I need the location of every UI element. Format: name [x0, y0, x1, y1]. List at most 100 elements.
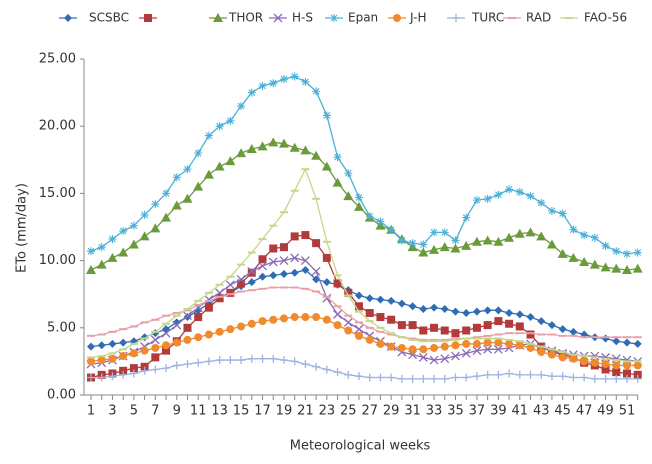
data-point [633, 361, 642, 370]
data-point [430, 343, 439, 352]
data-point [278, 138, 289, 148]
data-point [526, 330, 535, 339]
data-point [601, 360, 610, 369]
series-line [90, 257, 638, 365]
data-point [505, 185, 514, 194]
series-line [90, 75, 638, 255]
data-point [462, 326, 471, 335]
y-axis-title: ETo (mm/day) [15, 183, 30, 273]
data-point [301, 360, 310, 369]
data-point [451, 351, 460, 361]
data-point [601, 365, 610, 374]
data-point [87, 357, 95, 366]
data-point [376, 217, 385, 226]
data-point [580, 231, 589, 240]
data-point [440, 374, 449, 383]
data-point [355, 302, 363, 311]
data-point [483, 321, 492, 330]
data-point [568, 252, 579, 262]
data-point [162, 346, 171, 355]
data-point [612, 247, 621, 256]
data-point [612, 337, 621, 346]
x-tick-label: 35 [447, 404, 464, 419]
data-point [376, 373, 385, 382]
data-point [183, 313, 192, 322]
data-point [301, 313, 310, 322]
data-point [171, 200, 182, 210]
data-point [397, 299, 406, 308]
legend-label: J-H [409, 11, 426, 25]
data-point [558, 372, 567, 381]
x-tick-label: 51 [619, 404, 636, 419]
legend-marker [64, 14, 72, 22]
data-point [461, 348, 471, 358]
data-point [397, 343, 406, 352]
data-point [429, 355, 439, 365]
legend-label: H-S [292, 11, 313, 25]
data-point [97, 356, 106, 365]
data-point [268, 137, 279, 147]
data-point [472, 346, 482, 356]
data-point [172, 338, 181, 347]
series [87, 266, 642, 351]
data-point [140, 362, 149, 371]
data-point [204, 131, 213, 140]
data-point [515, 310, 524, 319]
data-point [505, 369, 514, 378]
data-point [537, 370, 546, 379]
x-tick-label: 19 [276, 404, 293, 419]
data-point [236, 148, 247, 158]
data-point [526, 370, 535, 379]
legend-marker [273, 13, 283, 23]
data-point [430, 374, 439, 383]
data-point [194, 149, 203, 158]
x-tick-label: 31 [404, 404, 421, 419]
data-point [87, 247, 95, 256]
data-point [387, 373, 396, 382]
data-point [430, 303, 439, 312]
data-point [183, 165, 192, 174]
data-point [290, 72, 299, 81]
data-point [161, 328, 171, 338]
data-point [612, 374, 621, 383]
data-point [129, 221, 138, 230]
series-line [90, 316, 638, 367]
data-point [504, 232, 515, 242]
series-line [90, 141, 638, 271]
data-point [601, 241, 610, 250]
data-point [579, 256, 590, 266]
data-point [150, 335, 160, 345]
data-point [257, 141, 268, 151]
series [87, 313, 642, 370]
data-point [547, 321, 556, 330]
series [87, 231, 642, 382]
data-point [632, 263, 643, 273]
data-point [471, 236, 482, 246]
legend-label: FAO-56 [584, 11, 627, 25]
y-tick-label: 0.00 [47, 388, 76, 403]
data-point [365, 335, 374, 344]
data-point [344, 326, 353, 335]
data-point [623, 338, 631, 347]
data-point [462, 339, 471, 348]
data-point [623, 374, 631, 383]
data-point [108, 339, 117, 348]
data-point [268, 257, 278, 267]
data-point [494, 190, 503, 199]
data-point [355, 193, 363, 202]
data-point [611, 263, 622, 273]
data-point [408, 321, 417, 330]
data-point [387, 225, 396, 234]
data-point [311, 150, 322, 160]
data-point [569, 327, 578, 336]
data-point [311, 266, 321, 276]
data-point [97, 373, 106, 382]
data-point [194, 333, 203, 342]
legend-label: Epan [348, 11, 378, 25]
data-point [483, 306, 492, 315]
data-point [387, 296, 396, 305]
x-tick-label: 17 [254, 404, 271, 419]
data-point [344, 288, 353, 297]
data-point [215, 356, 224, 365]
data-point [247, 354, 256, 363]
